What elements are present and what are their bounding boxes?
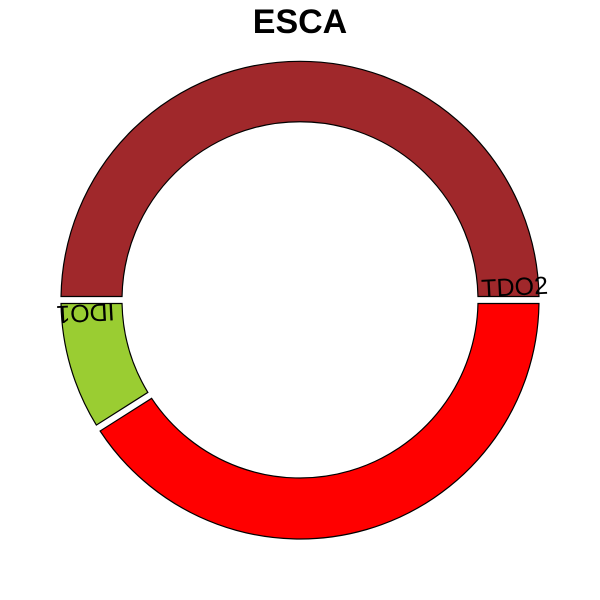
slice-label-tdo2: TDO2 [481, 272, 549, 303]
slice-tdo2 [60, 60, 540, 298]
slice-label-ido1: IDO1 [55, 297, 115, 328]
slices-group [60, 60, 540, 540]
labels-group: TDO2 IDO1 [55, 272, 548, 329]
slice-segment-3 [99, 302, 540, 540]
chart-title: ESCA [253, 3, 347, 41]
slice-ido1 [60, 302, 149, 426]
